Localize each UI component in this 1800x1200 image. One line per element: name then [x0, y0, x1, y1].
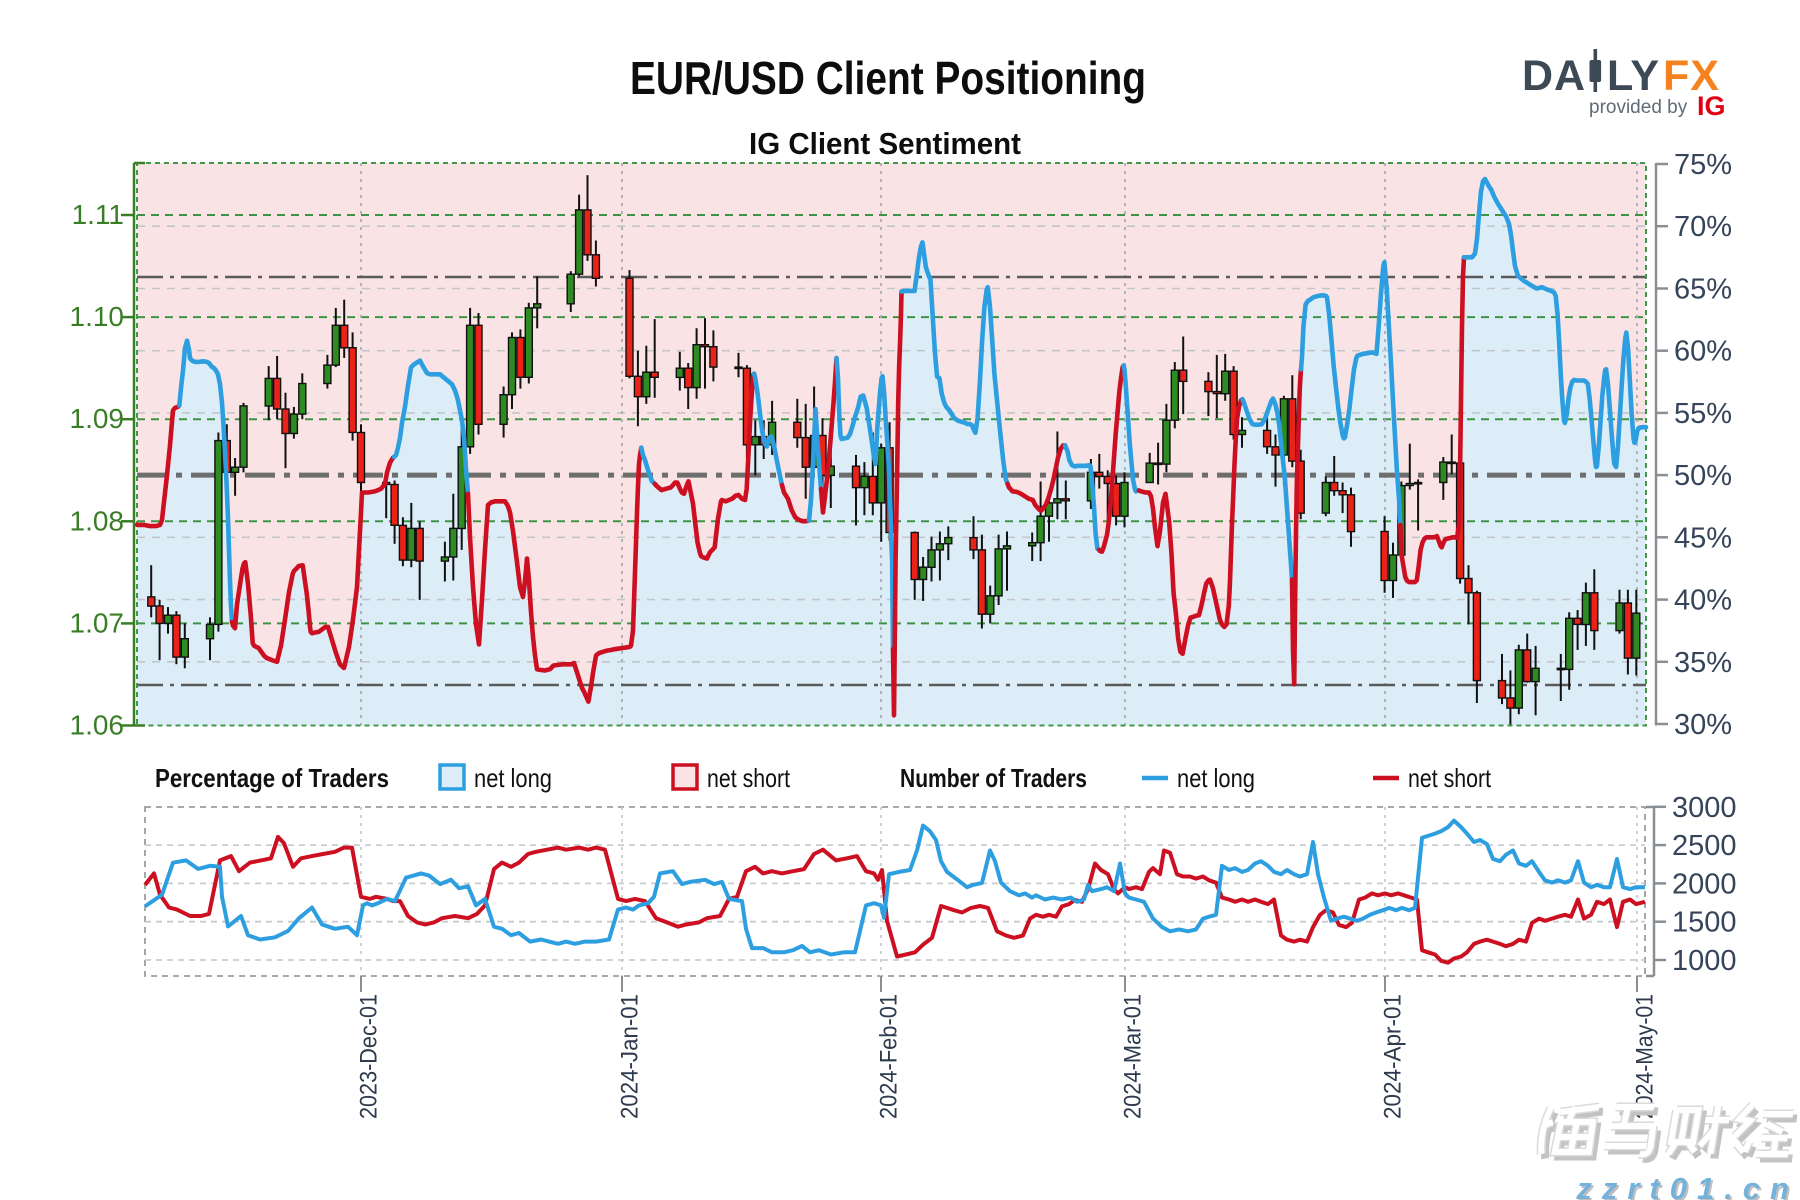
svg-text:net long: net long — [474, 763, 552, 793]
svg-text:2024-May-01: 2024-May-01 — [1632, 994, 1659, 1119]
svg-text:2500: 2500 — [1672, 830, 1737, 862]
svg-text:2023-Dec-01: 2023-Dec-01 — [356, 994, 383, 1119]
svg-text:45%: 45% — [1674, 522, 1732, 554]
svg-text:1000: 1000 — [1672, 945, 1737, 977]
svg-text:1.06: 1.06 — [70, 710, 125, 741]
svg-text:2024-Mar-01: 2024-Mar-01 — [1120, 994, 1147, 1119]
svg-text:3000: 3000 — [1672, 792, 1737, 824]
svg-text:zzrt01.cn: zzrt01.cn — [1577, 1173, 1800, 1200]
svg-text:50%: 50% — [1674, 460, 1732, 492]
svg-text:IG: IG — [1697, 91, 1726, 121]
svg-text:1500: 1500 — [1672, 907, 1737, 939]
svg-text:DA: DA — [1522, 52, 1586, 100]
svg-text:70%: 70% — [1674, 211, 1732, 243]
svg-text:IG Client Sentiment: IG Client Sentiment — [749, 126, 1021, 161]
svg-text:75%: 75% — [1674, 149, 1732, 181]
svg-text:1.10: 1.10 — [70, 301, 125, 332]
svg-text:2000: 2000 — [1672, 868, 1737, 900]
svg-text:zzrt01.cn: zzrt01.cn — [1575, 1171, 1799, 1200]
svg-text:35%: 35% — [1674, 647, 1732, 679]
svg-text:1.11: 1.11 — [72, 199, 124, 230]
svg-text:provided by: provided by — [1589, 97, 1688, 118]
svg-text:2024-Feb-01: 2024-Feb-01 — [876, 994, 903, 1119]
svg-text:net long: net long — [1177, 763, 1255, 793]
svg-text:2024-Jan-01: 2024-Jan-01 — [617, 994, 644, 1119]
svg-text:EUR/USD Client Positioning: EUR/USD Client Positioning — [630, 52, 1146, 104]
svg-text:Percentage of Traders: Percentage of Traders — [155, 763, 389, 793]
svg-text:55%: 55% — [1674, 398, 1732, 430]
svg-text:65%: 65% — [1674, 274, 1732, 306]
svg-text:1.08: 1.08 — [70, 505, 125, 536]
svg-text:LY: LY — [1607, 52, 1660, 100]
svg-text:net short: net short — [707, 763, 791, 793]
svg-text:1.07: 1.07 — [70, 607, 125, 638]
svg-text:1.09: 1.09 — [70, 403, 125, 434]
svg-text:30%: 30% — [1674, 709, 1732, 741]
svg-text:40%: 40% — [1674, 585, 1732, 617]
svg-text:Number of Traders: Number of Traders — [900, 763, 1087, 793]
svg-text:2024-Apr-01: 2024-Apr-01 — [1380, 994, 1407, 1119]
svg-text:60%: 60% — [1674, 336, 1732, 368]
svg-text:FX: FX — [1663, 52, 1720, 100]
svg-text:net short: net short — [1408, 763, 1492, 793]
